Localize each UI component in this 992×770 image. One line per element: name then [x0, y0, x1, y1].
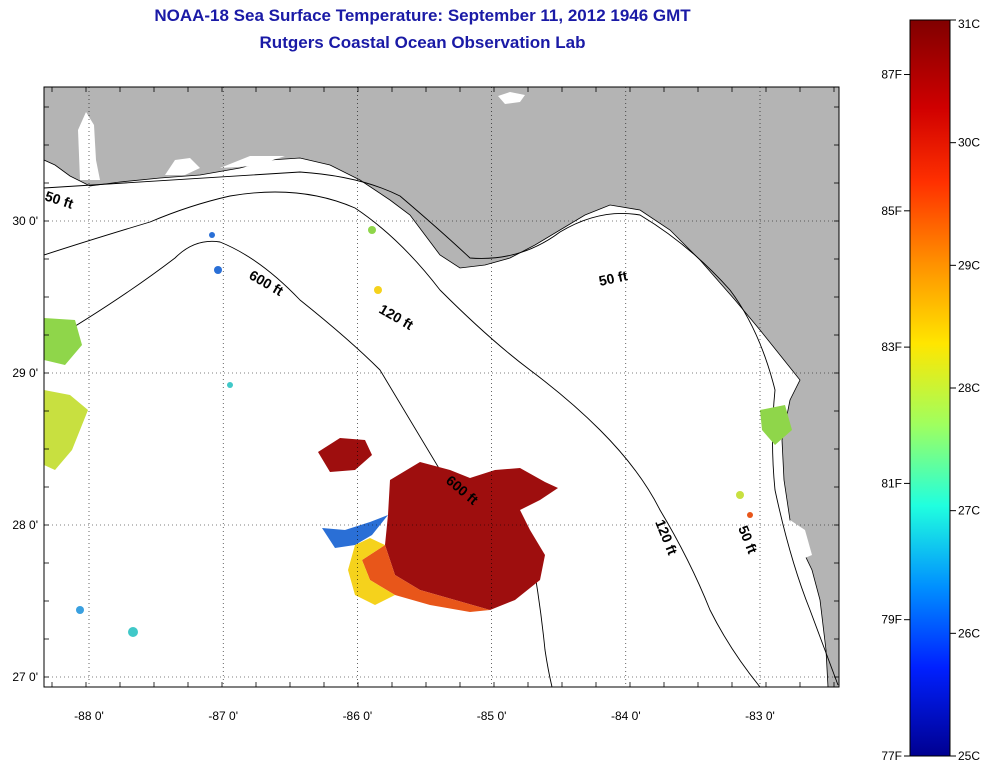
colorbar-ticks: 31C 30C 29C 28C 27C 26C 25C 87F 85F 83F 81F 79F 77F [881, 17, 980, 763]
sst-blue-speck-3 [76, 606, 84, 614]
lat-tick-label: 27 0' [12, 670, 38, 684]
map-title: NOAA-18 Sea Surface Temperature: Septemb… [154, 6, 691, 25]
contour-120ft [44, 191, 761, 687]
colorbar-fahrenheit-label: 77F [881, 749, 902, 763]
lon-tick-label: -84 0' [611, 709, 641, 723]
colorbar-celsius-label: 30C [958, 136, 980, 150]
contour-600ft [44, 240, 553, 687]
lon-tick-label: -85 0' [477, 709, 507, 723]
graticule [44, 87, 839, 687]
sst-data-layer [44, 226, 792, 637]
sst-blue-speck-2 [209, 232, 215, 238]
choctawhatchee-bay [220, 156, 285, 168]
lon-tick-label: -83 0' [745, 709, 775, 723]
sst-blue-speck-1 [214, 266, 222, 274]
colorbar-fahrenheit-label: 87F [881, 68, 902, 82]
colorbar-fahrenheit-label: 79F [881, 613, 902, 627]
sst-west-green-2 [44, 390, 88, 470]
colorbar-celsius-label: 26C [958, 626, 980, 640]
contour-label-50ft-northeast: 50 ft [597, 267, 629, 289]
colorbar-fahrenheit-label: 81F [881, 476, 902, 490]
colorbar-celsius-label: 31C [958, 17, 980, 31]
contour-50ft [44, 171, 839, 686]
mobile-bay [78, 112, 100, 180]
sst-west-green-1 [44, 318, 82, 365]
map-border [43, 86, 840, 688]
colorbar [909, 19, 951, 757]
sst-green-speck-1 [368, 226, 376, 234]
pensacola-bay [165, 158, 200, 175]
lon-tick-label: -87 0' [208, 709, 238, 723]
colorbar-fahrenheit-label: 83F [881, 340, 902, 354]
colorbar-celsius-label: 25C [958, 749, 980, 763]
sst-blue-speck-4 [128, 627, 138, 637]
sst-orange-speck-1 [747, 512, 753, 518]
map-subtitle: Rutgers Coastal Ocean Observation Lab [259, 33, 586, 52]
sst-warm-core [385, 462, 558, 610]
sst-northwest-patch [318, 438, 372, 472]
lake-inland [498, 92, 525, 104]
sst-cool-edge [322, 515, 388, 548]
sst-yellow-speck-1 [374, 286, 382, 294]
colorbar-celsius-label: 27C [958, 504, 980, 518]
sst-yellow-band [348, 538, 395, 605]
lon-tick-label: -88 0' [74, 709, 104, 723]
lat-tick-label: 30 0' [12, 214, 38, 228]
lat-tick-label: 28 0' [12, 518, 38, 532]
colorbar-celsius-label: 29C [958, 258, 980, 272]
sst-green-speck-2 [736, 491, 744, 499]
lat-tick-label: 29 0' [12, 366, 38, 380]
tampa-bay [790, 520, 812, 560]
sst-orange-band [362, 545, 490, 612]
colorbar-celsius-label: 28C [958, 381, 980, 395]
sst-blue-speck-5 [227, 382, 233, 388]
sst-east-scatter [760, 405, 792, 445]
colorbar-fahrenheit-label: 85F [881, 204, 902, 218]
lon-tick-label: -86 0' [343, 709, 373, 723]
